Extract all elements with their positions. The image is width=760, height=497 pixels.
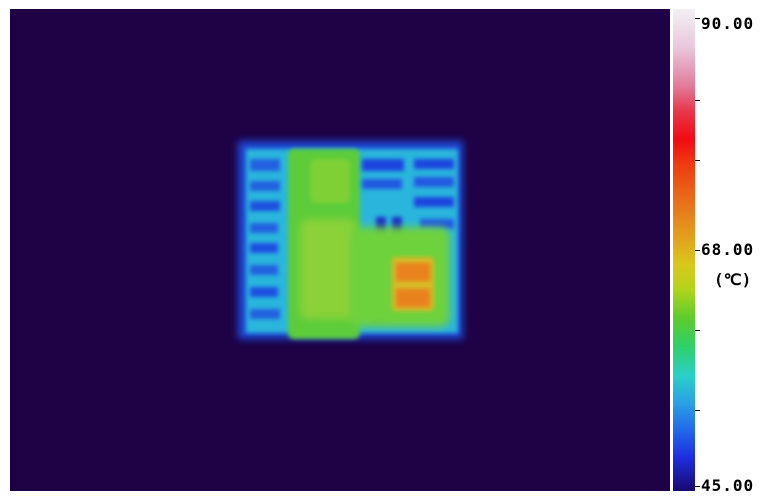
scale-max-label: 90.00 <box>701 14 755 33</box>
scale-tick <box>695 100 700 101</box>
pcb-heat-pattern <box>238 141 463 339</box>
hot-component-2 <box>396 289 430 307</box>
unit-label: (℃) <box>714 270 752 289</box>
scale-tick <box>695 486 700 487</box>
scale-tick <box>695 250 700 251</box>
thermal-image <box>10 9 670 491</box>
scale-tick <box>695 18 700 19</box>
scale-tick <box>695 410 700 411</box>
scale-tick <box>695 330 700 331</box>
hot-component-1 <box>396 263 430 281</box>
temperature-colorbar <box>673 9 695 491</box>
left-components <box>250 159 280 319</box>
scale-tick <box>695 160 700 161</box>
scale-min-label: 45.00 <box>701 476 755 495</box>
top-ic <box>310 159 350 203</box>
main-ic-core <box>300 219 356 319</box>
scale-mid-label: 68.00 <box>701 240 755 259</box>
